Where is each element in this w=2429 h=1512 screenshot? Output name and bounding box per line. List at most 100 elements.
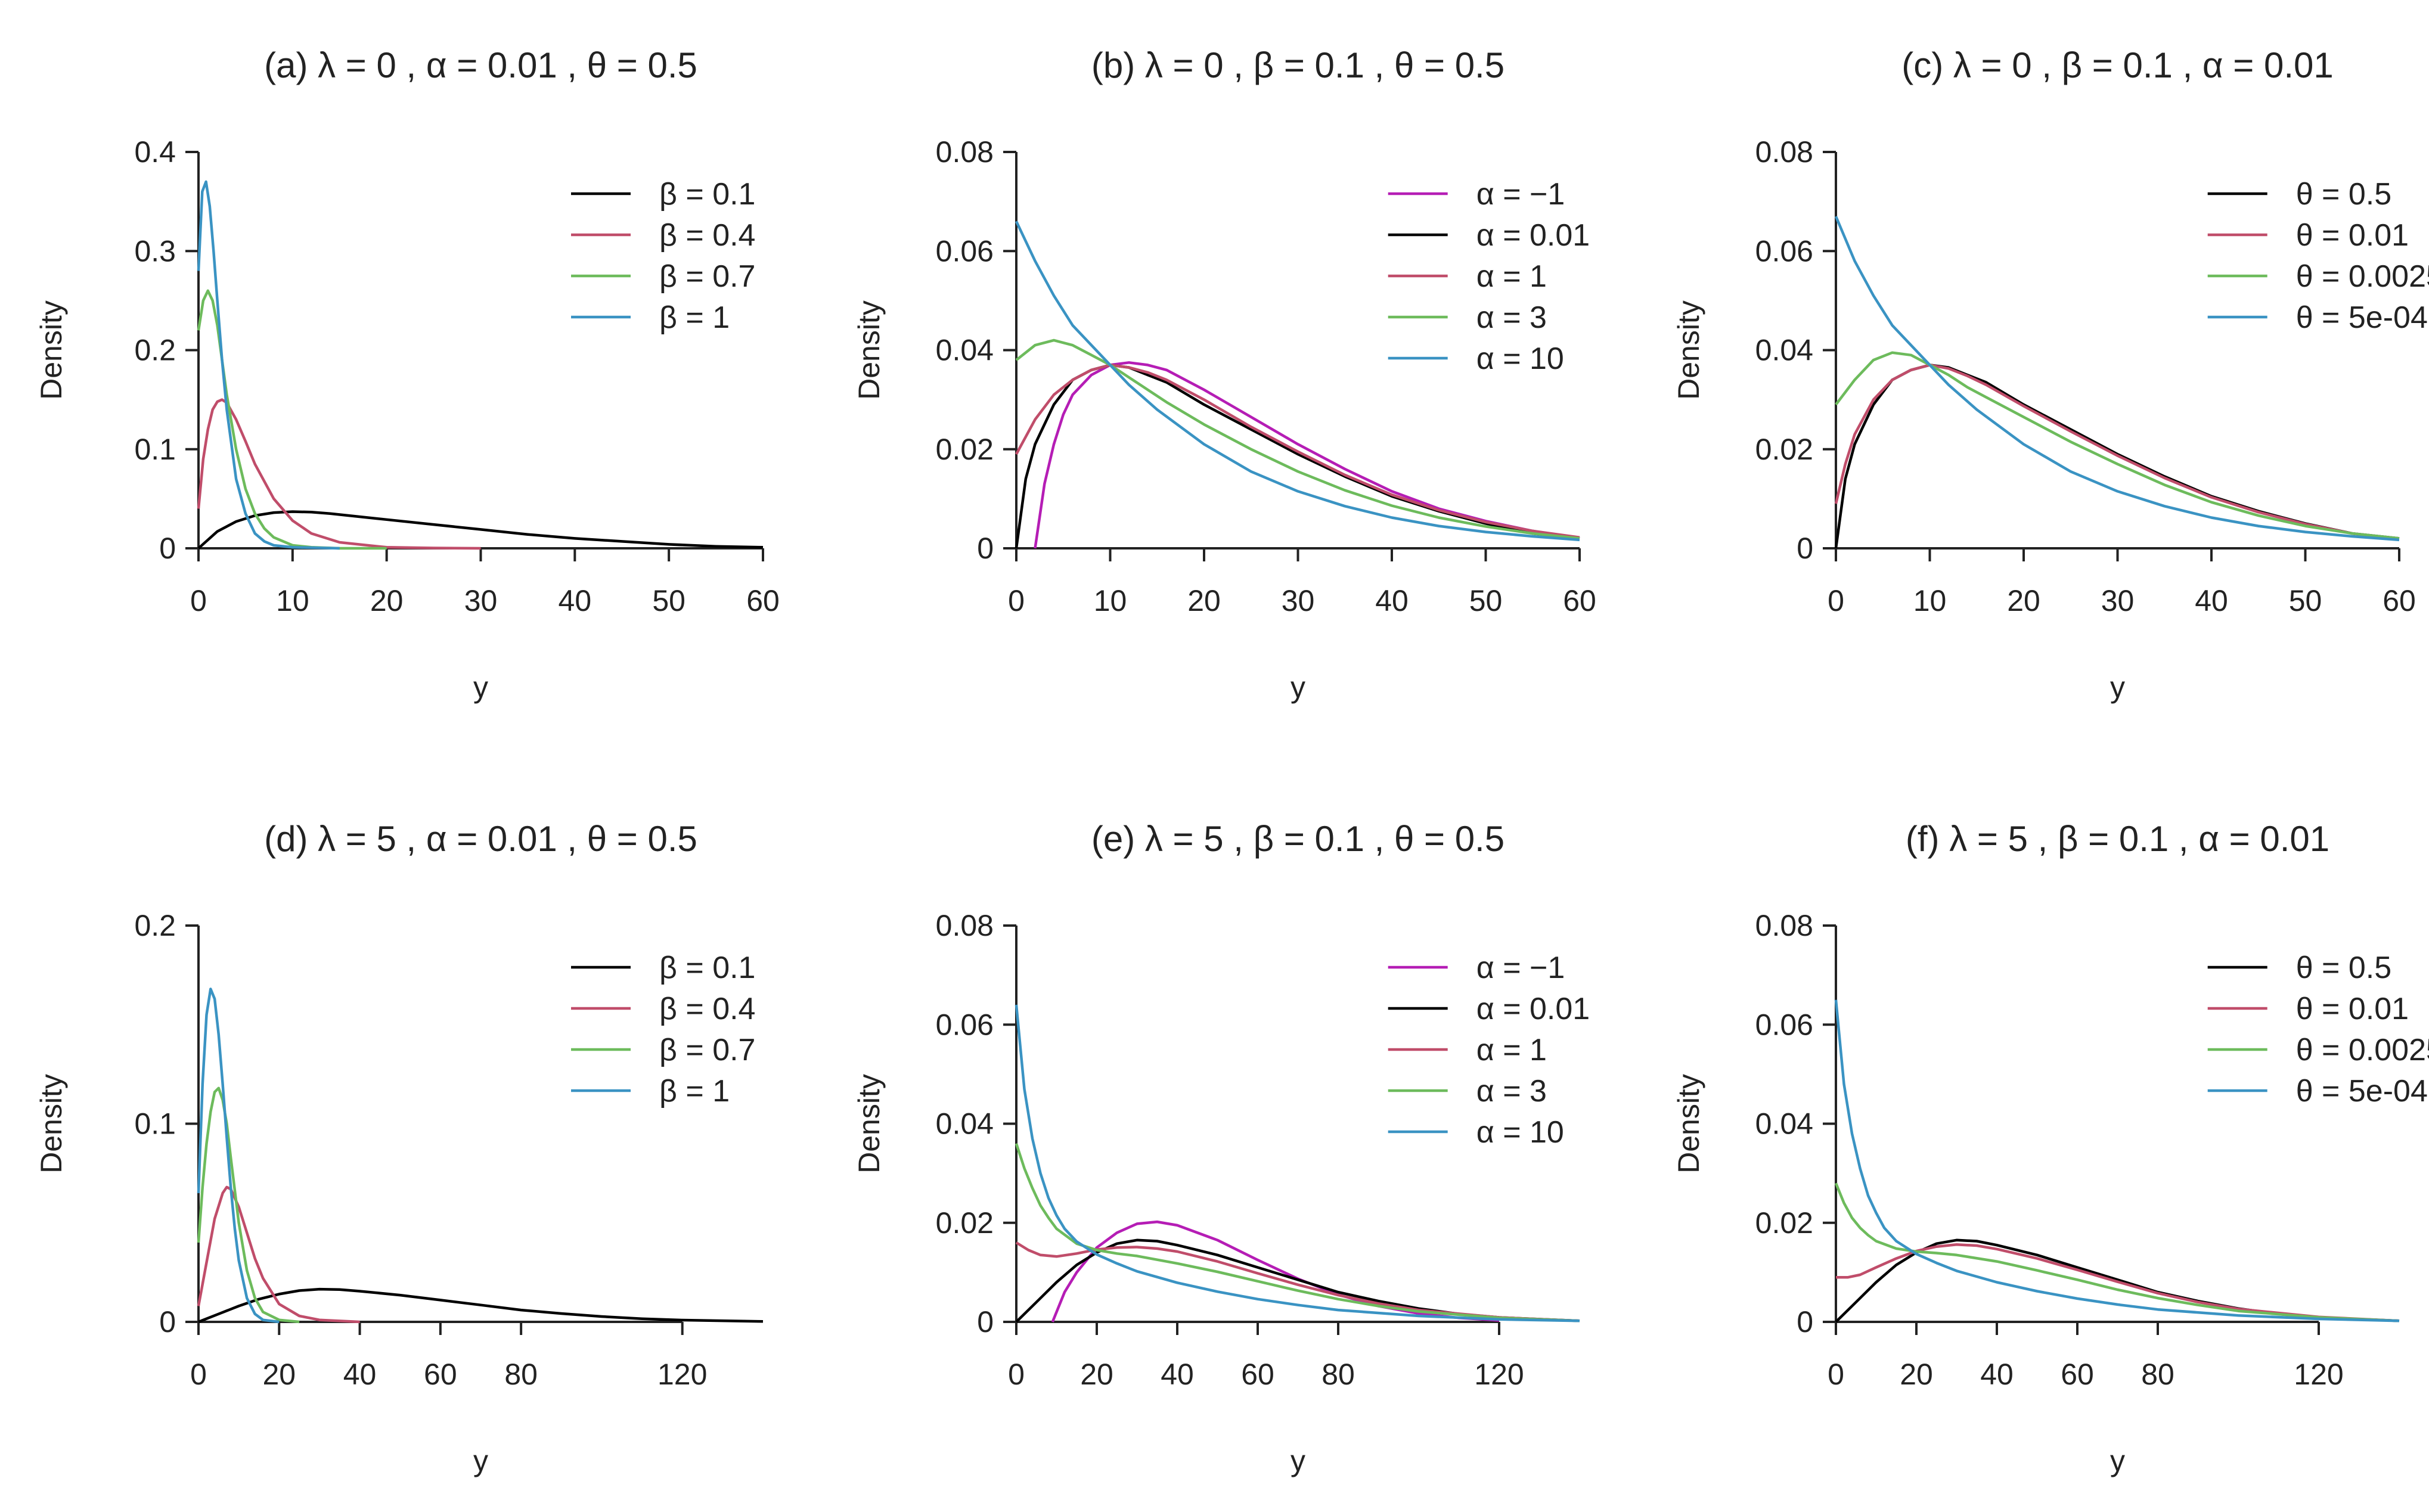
panel-e: (e) λ = 5 , β = 0.1 , θ = 0.5 0 0.02 0.04 0.… bbox=[852, 819, 1590, 1477]
panel-d-y-tick-label: 0 bbox=[159, 1305, 176, 1339]
panel-a-x-tick-label: 40 bbox=[559, 584, 592, 617]
panel-b-series-line-5 bbox=[1015, 221, 1580, 542]
panel-e-series-line-3 bbox=[1015, 1241, 1580, 1322]
panel-e-series-line-5 bbox=[1015, 1004, 1580, 1322]
panel-f-y-axis-title: Density bbox=[1672, 1074, 1705, 1173]
panel-f-title: (f) λ = 5 , β = 0.1 , α = 0.01 bbox=[1906, 819, 2329, 859]
panel-a-y-axis-title: Density bbox=[35, 300, 68, 400]
panel-a-x-tick-label: 10 bbox=[276, 584, 309, 617]
panel-e-y-tick-label: 0.02 bbox=[936, 1206, 994, 1240]
panel-e-y-tick-label: 0.08 bbox=[936, 909, 994, 942]
panel-f-y-tick-label: 0 bbox=[1797, 1305, 1813, 1339]
panel-f-y-tick-label: 0.04 bbox=[1755, 1107, 1813, 1141]
panel-a-y-tick-label: 0.2 bbox=[134, 334, 176, 367]
panel-e-series-line-4 bbox=[1015, 1143, 1580, 1322]
panel-e-series-line-2 bbox=[1015, 1238, 1580, 1323]
panel-f-legend-label: θ = 0.0025 bbox=[2296, 1033, 2429, 1067]
panel-a-series-line-3 bbox=[197, 289, 387, 550]
panel-c-x-axis-title: y bbox=[2110, 670, 2125, 704]
panel-a: (a) λ = 0 , α = 0.01 , θ = 0.5 0 0.1 0.2 0.3… bbox=[35, 45, 780, 704]
panel-e-x-tick-label: 60 bbox=[1241, 1358, 1274, 1391]
panel-b-x-tick-label: 30 bbox=[1282, 584, 1315, 617]
panel-f-x-tick-label: 0 bbox=[1828, 1358, 1844, 1391]
panel-b-x-tick-label: 40 bbox=[1375, 584, 1409, 617]
panel-e-x-tick-label: 20 bbox=[1080, 1358, 1113, 1391]
panel-d-series-line-3 bbox=[197, 1086, 300, 1324]
panel-b-y-tick-label: 0.06 bbox=[936, 234, 994, 268]
panel-f-x-tick-label: 120 bbox=[2294, 1358, 2343, 1391]
panel-c-series-line-3 bbox=[1835, 351, 2400, 540]
panel-f-y-tick-label: 0.02 bbox=[1755, 1206, 1813, 1240]
panel-b-series-line-3 bbox=[1015, 364, 1580, 539]
panel-f-series-line-4 bbox=[1834, 999, 2400, 1322]
panel-f-x-tick-label: 60 bbox=[2061, 1358, 2094, 1391]
panel-d-x-tick-label: 80 bbox=[504, 1358, 538, 1391]
panel-e-legend-label: α = 1 bbox=[1476, 1033, 1547, 1067]
panel-d-legend-label: β = 1 bbox=[659, 1074, 730, 1109]
panel-a-series-line-4 bbox=[197, 180, 340, 550]
panel-a-x-tick-label: 20 bbox=[370, 584, 404, 617]
panel-c-legend-label: θ = 5e-04 bbox=[2296, 300, 2428, 335]
panel-a-x-tick-label: 30 bbox=[464, 584, 498, 617]
panel-b-y-tick-label: 0.08 bbox=[936, 135, 994, 169]
panel-b-y-tick-label: 0 bbox=[977, 532, 994, 565]
panel-b-x-tick-label: 60 bbox=[1563, 584, 1596, 617]
panel-a-series-line-1 bbox=[197, 510, 764, 549]
panel-f-x-tick-label: 20 bbox=[1900, 1358, 1933, 1391]
panel-c-x-tick-label: 40 bbox=[2195, 584, 2228, 617]
panel-f-x-tick-label: 40 bbox=[1980, 1358, 2014, 1391]
panel-c-legend-label: θ = 0.0025 bbox=[2296, 259, 2429, 294]
panel-a-y-tick-label: 0.1 bbox=[134, 433, 176, 466]
panel-b-x-tick-label: 0 bbox=[1008, 584, 1025, 617]
panel-f-legend-label: θ = 0.01 bbox=[2296, 992, 2409, 1026]
panel-a-y-tick-label: 0.3 bbox=[134, 234, 176, 268]
panel-b-y-tick-label: 0.02 bbox=[936, 433, 994, 466]
panel-e-legend-label: α = 0.01 bbox=[1476, 992, 1590, 1026]
panel-a-title: (a) λ = 0 , α = 0.01 , θ = 0.5 bbox=[264, 45, 697, 85]
panel-d-x-tick-label: 40 bbox=[343, 1358, 377, 1391]
panel-c-legend-label: θ = 0.01 bbox=[2296, 218, 2409, 253]
panel-b-legend-label: α = 3 bbox=[1476, 300, 1547, 335]
panel-f-x-tick-label: 80 bbox=[2141, 1358, 2174, 1391]
panel-c-y-tick-label: 0.04 bbox=[1755, 334, 1813, 367]
panel-a-x-tick-label: 0 bbox=[190, 584, 207, 617]
panel-f-y-tick-label: 0.06 bbox=[1755, 1008, 1813, 1041]
panel-c-title: (c) λ = 0 , β = 0.1 , α = 0.01 bbox=[1901, 45, 2334, 85]
panel-a-x-tick-label: 60 bbox=[746, 584, 780, 617]
panel-d-y-axis-title: Density bbox=[35, 1074, 68, 1173]
panel-e-x-axis-title: y bbox=[1290, 1444, 1305, 1477]
panel-b-legend-label: α = 10 bbox=[1476, 341, 1564, 376]
panel-c: (c) λ = 0 , β = 0.1 , α = 0.01 0 0.02 0.04 0… bbox=[1672, 45, 2429, 704]
panel-b-series-line-2 bbox=[1015, 364, 1580, 549]
panel-d-x-axis-title: y bbox=[473, 1444, 488, 1477]
panel-b-x-tick-label: 20 bbox=[1187, 584, 1221, 617]
panel-b-x-axis-title: y bbox=[1290, 670, 1305, 704]
panel-e-x-tick-label: 80 bbox=[1321, 1358, 1355, 1391]
panel-a-y-tick-label: 0.4 bbox=[134, 135, 176, 169]
panel-c-x-tick-label: 60 bbox=[2383, 584, 2416, 617]
panel-d-legend-label: β = 0.4 bbox=[659, 992, 755, 1026]
panel-b-x-tick-label: 50 bbox=[1469, 584, 1503, 617]
panel-e-legend-label: α = 10 bbox=[1476, 1115, 1564, 1150]
panel-b-legend-label: α = 1 bbox=[1476, 259, 1547, 294]
panel-a-series-line-2 bbox=[197, 398, 481, 550]
panel-b-series-line-1 bbox=[1034, 361, 1580, 549]
panel-b-title: (b) λ = 0 , β = 0.1 , θ = 0.5 bbox=[1091, 45, 1504, 85]
panel-f-legend-label: θ = 5e-04 bbox=[2296, 1074, 2428, 1109]
panel-c-x-tick-label: 20 bbox=[2007, 584, 2040, 617]
panel-d-title: (d) λ = 5 , α = 0.01 , θ = 0.5 bbox=[264, 819, 697, 859]
panel-b-legend-label: α = 0.01 bbox=[1476, 218, 1590, 253]
panel-c-x-tick-label: 50 bbox=[2289, 584, 2322, 617]
panel-a-legend-label: β = 0.4 bbox=[659, 218, 755, 253]
panel-a-x-tick-label: 50 bbox=[652, 584, 685, 617]
panel-b: (b) λ = 0 , β = 0.1 , θ = 0.5 0 0.02 0.04 0.… bbox=[852, 45, 1596, 704]
panel-d-x-tick-label: 120 bbox=[657, 1358, 707, 1391]
panel-c-y-tick-label: 0.02 bbox=[1755, 433, 1813, 466]
panel-b-y-tick-label: 0.04 bbox=[936, 334, 994, 367]
panel-a-y-tick-label: 0 bbox=[159, 532, 176, 565]
panel-e-legend-label: α = 3 bbox=[1476, 1074, 1547, 1109]
panel-c-y-tick-label: 0.06 bbox=[1755, 234, 1813, 268]
panel-d-series-line-4 bbox=[197, 988, 280, 1324]
panel-d-legend-label: β = 0.7 bbox=[659, 1033, 755, 1067]
